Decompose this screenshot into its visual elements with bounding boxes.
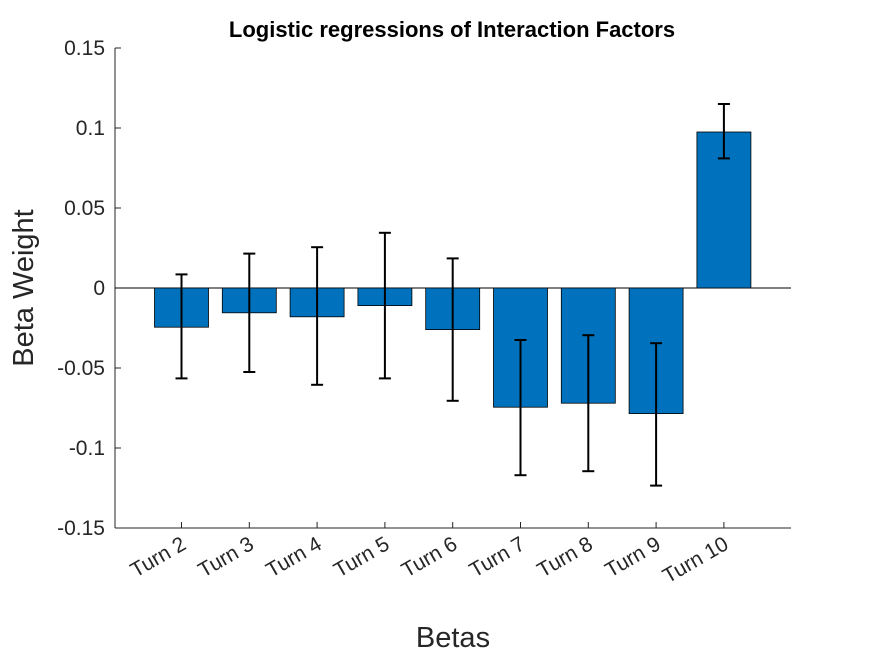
y-tick-label: 0 (93, 277, 105, 300)
x-tick-label: Turn 3 (194, 532, 257, 582)
error-bar (378, 231, 391, 380)
chart-title: Logistic regressions of Interaction Fact… (229, 17, 675, 42)
y-axis-label: Beta Weight (8, 209, 40, 366)
y-tick-label: -0.1 (69, 437, 105, 460)
error-bar (311, 246, 324, 386)
x-tick-label: Turn 4 (262, 532, 326, 582)
error-bar (446, 257, 459, 402)
error-bar (243, 252, 256, 373)
error-bar (514, 339, 527, 477)
y-tick-label: 0.15 (64, 37, 105, 60)
error-bars (175, 103, 730, 487)
y-ticks: 0.15 0.1 0.05 0 -0.05 -0.1 -0.15 (57, 37, 121, 540)
y-tick-label: 0.1 (76, 117, 105, 140)
y-tick-label: -0.15 (57, 517, 105, 540)
error-bar (717, 103, 730, 160)
error-bar (175, 273, 188, 380)
error-bar (650, 342, 663, 487)
x-tick-label: Turn 6 (398, 532, 461, 582)
x-tick-label: Turn 7 (466, 532, 529, 582)
y-tick-label: -0.05 (57, 357, 105, 380)
y-tick-label: 0.05 (64, 197, 105, 220)
error-bar (582, 334, 595, 473)
x-tick-label: Turn 10 (659, 532, 733, 588)
x-ticks: Turn 2 Turn 3 Turn 4 Turn 5 Turn 6 Turn 7 Turn… (127, 522, 733, 588)
x-tick-label: Turn 5 (330, 532, 393, 582)
x-tick-label: Turn 2 (127, 532, 190, 582)
x-tick-label: Turn 9 (601, 532, 664, 582)
x-tick-label: Turn 8 (533, 532, 596, 582)
x-axis-label: Betas (416, 622, 490, 654)
